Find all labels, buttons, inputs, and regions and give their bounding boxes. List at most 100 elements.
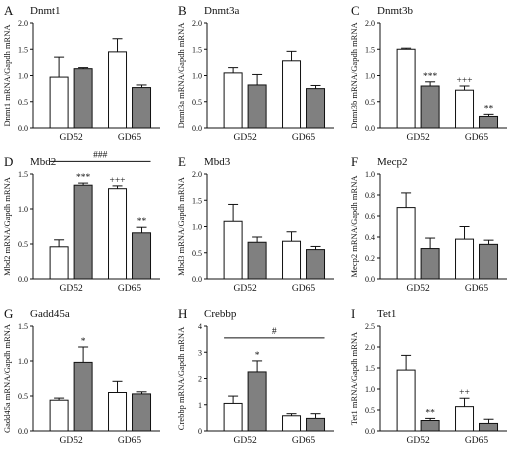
y-tick-label: 0.0 xyxy=(18,427,28,436)
x-category-label: GD52 xyxy=(59,133,82,143)
significance-marker: ++ xyxy=(459,388,470,398)
bar-gd52-series-2 xyxy=(247,241,267,280)
bar-gd65-series-1 xyxy=(455,406,475,432)
bar-gd65-series-1 xyxy=(455,89,475,129)
y-tick-label: 1.0 xyxy=(192,223,202,232)
x-category-label: GD52 xyxy=(406,436,429,446)
panel-f: F Mecp2 Mecp2 mRNA/Gapdh mRNA 0.0 0.2 0.4 0.6 0… xyxy=(349,154,507,294)
y-tick-label: 4 xyxy=(198,322,202,331)
bar-gd65-series-2 xyxy=(306,88,326,129)
y-tick-label: 0.5 xyxy=(192,249,202,258)
x-category-label: GD65 xyxy=(118,436,141,446)
y-tick-label: 1.0 xyxy=(18,357,28,366)
significance-marker: *** xyxy=(76,173,91,183)
x-category-label: GD52 xyxy=(406,133,429,143)
bar-gd52-series-1 xyxy=(49,76,69,129)
y-tick-label: 0.5 xyxy=(365,406,375,415)
y-tick-label: 0.0 xyxy=(365,124,375,133)
bar-gd65-series-2 xyxy=(479,115,499,129)
bar-gd52-series-1 xyxy=(223,72,243,129)
y-tick-label: 1.5 xyxy=(18,322,28,331)
y-tick-label: 0.0 xyxy=(18,275,28,284)
panel-letter: E xyxy=(178,154,186,169)
panel-title: Tet1 xyxy=(377,308,396,320)
bar-gd65-series-2 xyxy=(479,243,499,280)
panel-title: Dnmt1 xyxy=(30,5,61,17)
bar-gd65-series-2 xyxy=(132,232,152,280)
bar-gd52-series-2 xyxy=(420,248,440,280)
panel-d: D Mbd2 Mbd2 mRNA/Gapdh mRNA 0.0 0.5 1.0 1.5 GD5… xyxy=(2,150,160,294)
bar-gd65-series-1 xyxy=(282,60,302,129)
x-category-label: GD52 xyxy=(233,436,256,446)
bar-gd52-series-2 xyxy=(247,84,267,129)
bar-gd52-series-1 xyxy=(223,220,243,280)
panel-e: E Mbd3 Mbd3 mRNA/Gapdh mRNA 0.0 0.5 1.0 1.5 2.0… xyxy=(176,154,334,294)
significance-marker: ** xyxy=(484,104,494,114)
y-tick-label: 0.0 xyxy=(18,124,28,133)
y-tick-label: 0.4 xyxy=(365,233,375,242)
y-axis-label: Crebbp mRNA/Gapdh mRNA xyxy=(176,326,186,430)
significance-marker: * xyxy=(81,337,86,347)
y-tick-label: 0.0 xyxy=(365,275,375,284)
panel-i: I Tet1 Tet1 mRNA/Gapdh mRNA 0.0 0.5 1.0 1.5 2.0… xyxy=(349,306,507,446)
y-tick-label: 0.5 xyxy=(192,98,202,107)
bar-gd52-series-1 xyxy=(396,369,416,432)
y-tick-label: 0.5 xyxy=(18,98,28,107)
x-category-label: GD65 xyxy=(292,284,315,294)
x-category-label: GD65 xyxy=(292,133,315,143)
panel-title: Dnmt3b xyxy=(377,5,414,17)
bar-gd52-series-1 xyxy=(49,246,69,280)
significance-marker: ** xyxy=(137,217,147,227)
y-tick-label: 0.5 xyxy=(18,392,28,401)
x-category-label: GD65 xyxy=(292,436,315,446)
y-tick-label: 0.0 xyxy=(192,124,202,133)
y-tick-label: 0.0 xyxy=(192,275,202,284)
x-category-label: GD65 xyxy=(465,133,488,143)
y-axis-label: Mbd3 mRNA/Gapdh mRNA xyxy=(176,176,186,276)
bar-gd65-series-1 xyxy=(282,240,302,280)
y-tick-label: 1.5 xyxy=(192,196,202,205)
y-tick-label: 2.0 xyxy=(365,343,375,352)
panel-letter: I xyxy=(351,306,355,321)
y-tick-label: 1.0 xyxy=(192,72,202,81)
bracket-marker: ### xyxy=(93,150,108,160)
y-tick-label: 2.0 xyxy=(18,19,28,28)
bar-gd52-series-1 xyxy=(396,48,416,129)
panel-h: H Crebbp Crebbp mRNA/Gapdh mRNA 0 1 2 3 4 GD52 GD… xyxy=(176,306,334,446)
y-tick-label: 2.0 xyxy=(192,19,202,28)
y-axis-label: Dnmt3b mRNA/Gapdh mRNA xyxy=(349,22,359,129)
panel-letter: A xyxy=(4,3,14,18)
y-tick-label: 0.6 xyxy=(365,212,375,221)
bar-gd65-series-2 xyxy=(132,393,152,432)
y-tick-label: 1.5 xyxy=(18,45,28,54)
panel-title: Mbd3 xyxy=(204,156,231,168)
significance-marker: +++ xyxy=(109,176,125,186)
panel-title: Mbd2 xyxy=(30,156,56,168)
bar-gd52-series-2 xyxy=(73,361,93,432)
y-tick-label: 1.0 xyxy=(18,205,28,214)
bar-gd65-series-1 xyxy=(108,51,128,129)
y-tick-label: 1.0 xyxy=(365,385,375,394)
significance-marker: * xyxy=(255,351,260,361)
bar-gd65-series-1 xyxy=(108,392,128,432)
panel-letter: G xyxy=(4,306,13,321)
y-tick-label: 2.0 xyxy=(192,170,202,179)
significance-marker: *** xyxy=(423,72,438,82)
y-tick-label: 2.0 xyxy=(365,19,375,28)
panel-g: G Gadd45a Gadd45a mRNA/Gapdh mRNA 0.0 0.5 1.0… xyxy=(2,306,160,446)
x-category-label: GD52 xyxy=(233,133,256,143)
y-tick-label: 0.2 xyxy=(365,254,375,263)
panel-letter: C xyxy=(351,3,360,18)
y-tick-label: 0.8 xyxy=(365,191,375,200)
panel-c: C Dnmt3b Dnmt3b mRNA/Gapdh mRNA 0.0 0.5 1.0 1.… xyxy=(349,3,507,143)
y-axis-label: Mbd2 mRNA/Gapdh mRNA xyxy=(2,176,12,276)
y-axis-label: Dnmt1 mRNA/Gapdh mRNA xyxy=(2,24,12,127)
y-axis-label: Gadd45a mRNA/Gapdh mRNA xyxy=(2,323,12,433)
y-tick-label: 1.5 xyxy=(18,170,28,179)
bar-gd65-series-1 xyxy=(282,415,302,432)
bar-gd52-series-2 xyxy=(73,68,93,129)
bar-gd52-series-1 xyxy=(223,402,243,432)
y-tick-label: 1.5 xyxy=(365,45,375,54)
y-axis-label: Mecp2 mRNA/Gapdh mRNA xyxy=(349,175,359,278)
